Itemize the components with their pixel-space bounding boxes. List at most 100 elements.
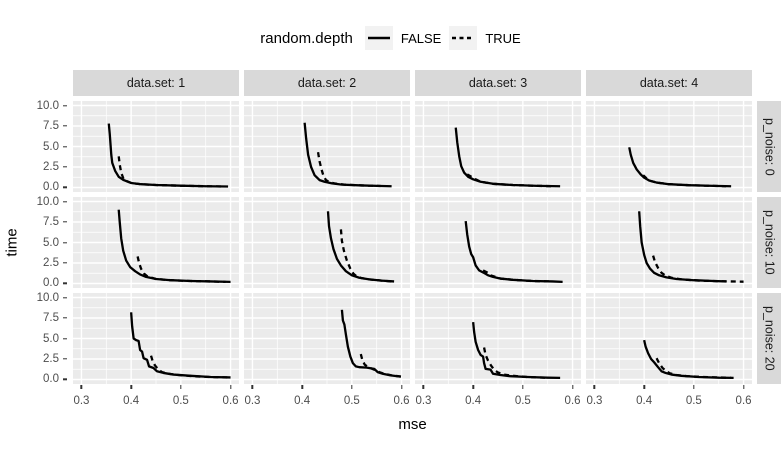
x-tick-label: 0.6 xyxy=(564,395,581,407)
legend-label-false: FALSE xyxy=(400,30,442,46)
dashed-line-sample-icon xyxy=(452,36,475,40)
series-line-true xyxy=(651,255,744,283)
x-tick-label: 0.3 xyxy=(415,395,432,407)
y-tick-label: 5.0 xyxy=(43,236,59,249)
x-axis-title: mse xyxy=(398,416,427,433)
x-tick-mark xyxy=(251,385,254,389)
y-tick-label: 7.5 xyxy=(43,120,59,132)
x-tick-label: 0.3 xyxy=(73,395,90,407)
x-tick-label: 0.6 xyxy=(393,395,410,407)
y-tick-label: 2.5 xyxy=(43,256,59,269)
x-tick-mark xyxy=(571,385,574,389)
series-line-true xyxy=(339,229,392,283)
y-tick-label: 0.0 xyxy=(43,277,59,290)
y-axis-labels-row-2: 10.0 7.5 5.0 2.5 0.0 xyxy=(28,195,68,290)
facet-strip-col-2: data.set: 2 xyxy=(244,70,410,96)
panel-dataset-4-pnoise-10[interactable] xyxy=(586,197,752,288)
x-tick-mark xyxy=(80,385,83,389)
y-tick-mark xyxy=(63,337,67,340)
x-tick-label: 0.4 xyxy=(465,395,482,407)
x-axis-labels-col-2: 0.3 0.4 0.5 0.6 xyxy=(244,385,410,409)
x-tick-label: 0.3 xyxy=(244,395,261,407)
y-tick-mark xyxy=(63,125,67,127)
series-line-true xyxy=(316,152,381,188)
panel-dataset-2-pnoise-10[interactable] xyxy=(244,197,410,288)
panel-dataset-1-pnoise-0[interactable] xyxy=(73,101,239,192)
x-tick-label: 0.6 xyxy=(222,395,239,407)
facet-strip-row-2: p_noise: 10 xyxy=(757,197,781,288)
series-line-true xyxy=(642,174,727,188)
y-tick-label: 10.0 xyxy=(36,195,59,208)
panel-dataset-3-pnoise-20[interactable] xyxy=(415,293,581,384)
panel-dataset-4-pnoise-20[interactable] xyxy=(586,293,752,384)
x-tick-mark xyxy=(422,385,425,389)
series-line-true xyxy=(655,357,732,379)
solid-line-sample-icon xyxy=(367,36,390,40)
series-line-false xyxy=(638,211,727,283)
legend-label-true: TRUE xyxy=(485,30,521,46)
x-axis-labels-col-3: 0.3 0.4 0.5 0.6 xyxy=(415,385,581,409)
x-tick-mark xyxy=(130,385,132,389)
y-tick-mark xyxy=(63,186,67,189)
series-line-false xyxy=(628,147,732,188)
series-line-true xyxy=(482,269,551,283)
x-tick-label: 0.4 xyxy=(636,395,653,407)
facet-strip-col-1: data.set: 1 xyxy=(73,70,239,96)
legend-key-dashed xyxy=(449,26,478,50)
series-line-true xyxy=(482,347,546,379)
y-tick-label: 7.5 xyxy=(43,216,59,228)
y-tick-mark xyxy=(63,262,67,264)
y-tick-label: 5.0 xyxy=(43,140,59,153)
legend-key-solid xyxy=(364,26,393,50)
x-tick-mark xyxy=(180,385,182,389)
y-axis-title: time xyxy=(3,228,21,257)
legend-title: random.depth xyxy=(260,29,353,47)
panel-dataset-1-pnoise-20[interactable] xyxy=(73,293,239,384)
x-tick-mark xyxy=(522,385,524,389)
x-axis-labels-col-4: 0.3 0.4 0.5 0.6 xyxy=(586,385,752,409)
y-tick-label: 10.0 xyxy=(36,99,59,112)
y-tick-mark xyxy=(63,221,67,223)
y-tick-mark xyxy=(63,200,67,203)
panel-dataset-4-pnoise-0[interactable] xyxy=(586,101,752,192)
y-axis-labels-row-3: 10.0 7.5 5.0 2.5 0.0 xyxy=(28,291,68,386)
series-line-false xyxy=(464,221,563,283)
panel-dataset-1-pnoise-10[interactable] xyxy=(73,197,239,288)
y-tick-mark xyxy=(63,296,67,299)
series-line-false xyxy=(303,122,392,188)
y-tick-label: 10.0 xyxy=(36,291,59,304)
y-tick-mark xyxy=(63,358,67,360)
series-line-true xyxy=(466,173,556,188)
series-line-false xyxy=(117,209,231,283)
x-tick-label: 0.5 xyxy=(172,395,189,407)
x-tick-mark xyxy=(229,385,232,389)
y-tick-label: 2.5 xyxy=(43,160,59,173)
panel-dataset-3-pnoise-10[interactable] xyxy=(415,197,581,288)
x-tick-mark xyxy=(400,385,403,389)
facet-strip-row-3: p_noise: 20 xyxy=(757,293,781,384)
x-tick-mark xyxy=(742,385,745,389)
x-tick-mark xyxy=(472,385,474,389)
y-tick-label: 5.0 xyxy=(43,332,59,345)
panel-dataset-2-pnoise-0[interactable] xyxy=(244,101,410,192)
y-tick-label: 7.5 xyxy=(43,312,59,324)
facet-strip-col-4: data.set: 4 xyxy=(586,70,752,96)
x-tick-mark xyxy=(351,385,353,389)
series-line-true xyxy=(359,353,402,378)
x-tick-mark xyxy=(693,385,695,389)
y-tick-label: 0.0 xyxy=(43,181,59,194)
panel-dataset-2-pnoise-20[interactable] xyxy=(244,293,410,384)
series-line-false xyxy=(340,309,401,378)
y-tick-label: 0.0 xyxy=(43,373,59,386)
y-axis-labels-row-1: 10.0 7.5 5.0 2.5 0.0 xyxy=(28,99,68,194)
panel-dataset-3-pnoise-0[interactable] xyxy=(415,101,581,192)
series-line-true xyxy=(117,156,224,188)
x-tick-label: 0.5 xyxy=(685,395,702,407)
x-tick-label: 0.5 xyxy=(514,395,531,407)
x-tick-label: 0.3 xyxy=(586,395,603,407)
y-tick-mark xyxy=(63,104,67,107)
y-tick-mark xyxy=(63,145,67,148)
y-tick-label: 2.5 xyxy=(43,352,59,365)
facet-strip-row-1: p_noise: 0 xyxy=(757,101,781,192)
